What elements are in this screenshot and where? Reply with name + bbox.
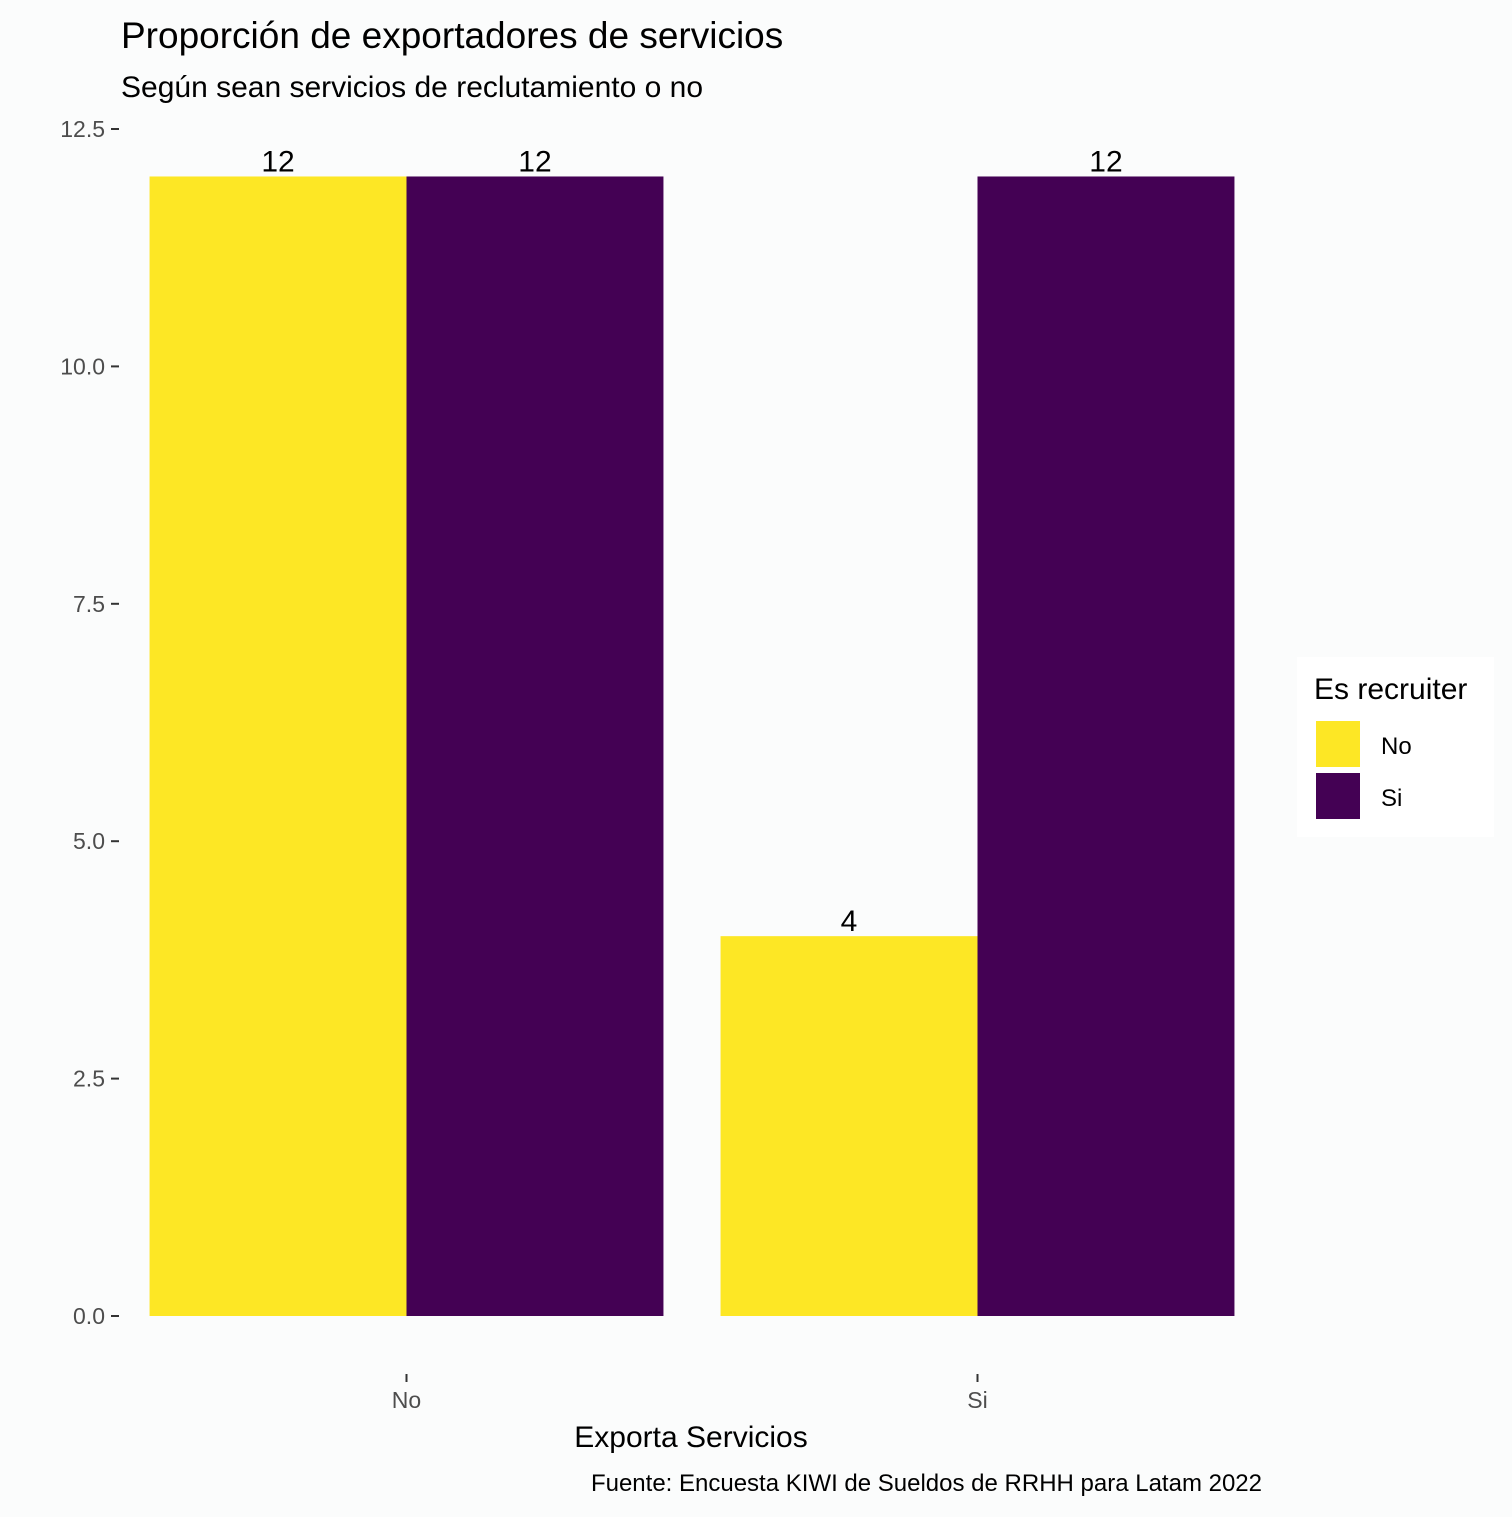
x-tick-label: Si <box>967 1387 987 1413</box>
bar-si-no <box>720 936 978 1316</box>
bar-value-label: 12 <box>1089 145 1122 178</box>
bar-no-no <box>149 176 407 1317</box>
bar-no-si <box>406 176 664 1317</box>
x-tick-label: No <box>392 1387 421 1413</box>
chart-caption: Fuente: Encuesta KIWI de Sueldos de RRHH… <box>591 1470 1262 1497</box>
legend-key-no <box>1314 719 1362 769</box>
bar-value-label: 12 <box>518 145 551 178</box>
bars-group <box>149 176 1235 1317</box>
legend-title: Es recruiter <box>1314 673 1467 706</box>
x-axis-title: Exporta Servicios <box>574 1421 807 1454</box>
y-tick-label: 2.5 <box>73 1066 105 1092</box>
legend: Es recruiter No Si <box>1297 657 1494 837</box>
bar-si-si <box>977 176 1235 1317</box>
chart-subtitle: Según sean servicios de reclutamiento o … <box>121 71 703 104</box>
legend-key-si <box>1314 771 1362 821</box>
y-tick-label: 7.5 <box>73 591 105 617</box>
y-tick-label: 12.5 <box>60 116 105 142</box>
y-tick-label: 0.0 <box>73 1303 105 1329</box>
y-tick-label: 5.0 <box>73 828 105 854</box>
bar-value-label: 4 <box>841 905 858 938</box>
y-tick-label: 10.0 <box>60 353 105 379</box>
y-axis: 0.0 2.5 5.0 7.5 10.0 12.5 <box>60 116 119 1329</box>
x-axis: No Si <box>392 1374 988 1413</box>
chart-title: Proporción de exportadores de servicios <box>121 15 783 56</box>
bar-value-label: 12 <box>261 145 294 178</box>
bar-labels-group: 12 12 4 12 <box>261 145 1122 938</box>
legend-items: No Si <box>1314 719 1412 821</box>
legend-label: Si <box>1381 785 1402 812</box>
legend-label: No <box>1381 733 1412 760</box>
